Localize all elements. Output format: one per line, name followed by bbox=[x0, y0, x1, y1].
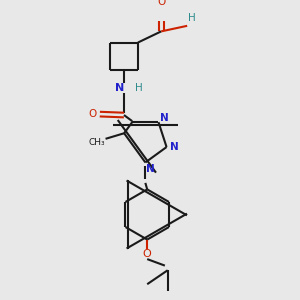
Text: H: H bbox=[135, 83, 143, 93]
Text: N: N bbox=[115, 83, 124, 93]
Text: N: N bbox=[160, 113, 168, 123]
Text: O: O bbox=[158, 0, 166, 7]
Text: H: H bbox=[188, 14, 196, 23]
Text: O: O bbox=[88, 109, 97, 119]
Text: N: N bbox=[146, 164, 154, 174]
Text: O: O bbox=[143, 248, 152, 259]
Text: CH₃: CH₃ bbox=[89, 138, 106, 147]
Text: N: N bbox=[169, 142, 178, 152]
